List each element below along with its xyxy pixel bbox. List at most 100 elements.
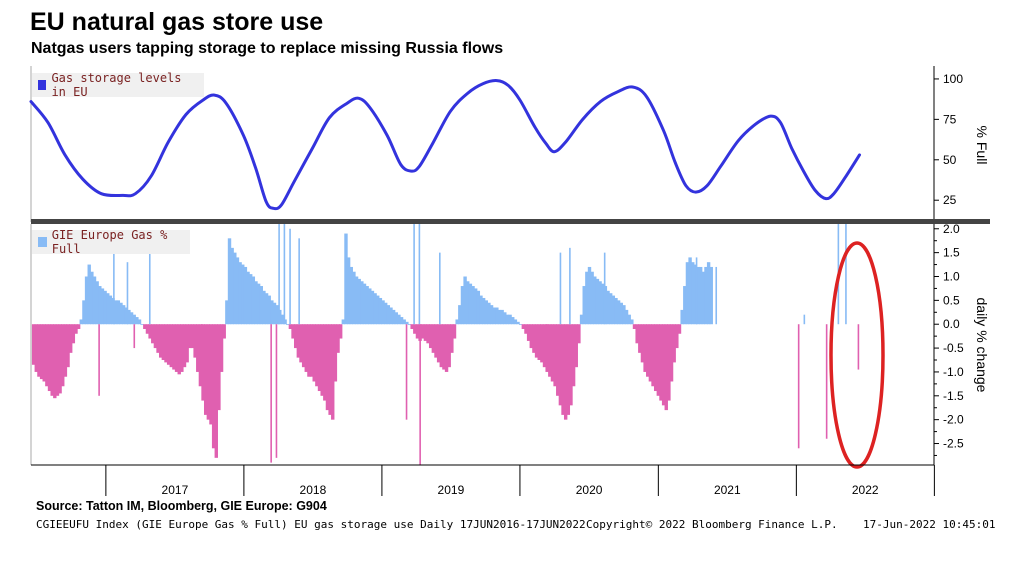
bar-spike: [419, 324, 421, 465]
bar-weekly-change: [182, 324, 187, 368]
bar-weekly-change: [87, 264, 91, 325]
bar-weekly-change: [701, 271, 706, 325]
bar-weekly-change: [614, 297, 618, 325]
bar-weekly-change: [127, 309, 131, 325]
bar-weekly-change: [571, 324, 576, 387]
bar-weekly-change: [389, 307, 393, 325]
bar-weekly-change: [267, 295, 271, 325]
bar-weekly-change: [627, 314, 631, 325]
bar-weekly-change: [103, 290, 107, 325]
bar-weekly-change: [532, 324, 536, 353]
bar-weekly-change: [164, 324, 168, 363]
bar-weekly-change: [79, 319, 83, 325]
bar-spike: [569, 247, 571, 325]
x-tick-label: 2017: [162, 483, 189, 497]
bar-weekly-change: [365, 286, 369, 325]
bar-spike: [603, 252, 606, 325]
bar-weekly-change: [158, 324, 163, 358]
bar-weekly-change: [148, 324, 152, 339]
bar-weekly-change: [169, 324, 173, 368]
bar-weekly-change: [301, 324, 306, 368]
bar-weekly-change: [174, 324, 179, 372]
bar-weekly-change: [341, 319, 346, 325]
x-tick-label: 2020: [576, 483, 603, 497]
bar-weekly-change: [611, 295, 616, 325]
bar-weekly-change: [354, 276, 359, 325]
bar-spike: [715, 266, 718, 325]
bar-weekly-change: [606, 290, 610, 325]
bar-weekly-change: [325, 324, 330, 411]
bar-weekly-change: [55, 324, 60, 396]
legend-label: GIE Europe Gas % Full: [51, 228, 168, 256]
index-description: CGIEEUFU Index (GIE Europe Gas % Full) E…: [36, 518, 586, 531]
bar-weekly-change: [656, 324, 661, 396]
bar-weekly-change: [370, 290, 375, 325]
bar-weekly-change: [421, 324, 425, 339]
bar-weekly-change: [47, 324, 52, 392]
bar-weekly-change: [180, 324, 184, 372]
bar-weekly-change: [95, 281, 99, 325]
bar-weekly-change: [248, 274, 253, 325]
bar-weekly-change: [675, 324, 679, 349]
bar-weekly-change: [74, 324, 78, 334]
bar-weekly-change: [415, 324, 420, 339]
bar-weekly-change: [630, 319, 634, 325]
bar-weekly-change: [706, 262, 711, 325]
bar-weekly-change: [624, 309, 629, 325]
bar-weekly-change: [540, 324, 544, 363]
bar-weekly-change: [423, 324, 428, 341]
bar-weekly-change: [489, 305, 494, 325]
x-tick-label: 2018: [300, 483, 327, 497]
bar-weekly-change: [58, 324, 62, 394]
bar-weekly-change: [587, 266, 592, 325]
bar-weekly-change: [579, 314, 584, 325]
chart-title: EU natural gas store use: [30, 8, 324, 36]
bar-weekly-change: [264, 293, 269, 325]
bar-weekly-change: [569, 324, 573, 406]
bar-weekly-change: [405, 321, 409, 325]
bar-weekly-change: [293, 324, 298, 349]
bar-weekly-change: [526, 324, 531, 341]
bar-weekly-change: [484, 300, 488, 325]
bar-weekly-change: [622, 305, 626, 325]
bar-weekly-change: [193, 324, 197, 358]
bar-weekly-change: [246, 271, 250, 325]
bottom-y-tick-label: -1.5: [943, 389, 964, 403]
bar-weekly-change: [473, 288, 478, 325]
bar-spike: [298, 238, 300, 325]
bar-spike: [201, 324, 203, 334]
bar-weekly-change: [677, 324, 682, 334]
bar-weekly-change: [376, 295, 380, 325]
bar-weekly-change: [166, 324, 171, 365]
legend-gie-gas-full: GIE Europe Gas % Full: [32, 228, 190, 256]
bar-weekly-change: [407, 324, 412, 326]
bar-weekly-change: [648, 324, 653, 382]
bar-weekly-change: [256, 283, 261, 325]
bar-weekly-change: [426, 324, 430, 344]
bar-weekly-change: [140, 324, 144, 326]
bar-spike: [803, 314, 806, 325]
bar-weekly-change: [42, 324, 46, 382]
bar-weekly-change: [291, 324, 295, 339]
bar-weekly-change: [360, 281, 364, 325]
bar-weekly-change: [288, 324, 293, 329]
bar-weekly-change: [513, 319, 518, 325]
bar-spike: [275, 324, 278, 458]
bar-weekly-change: [84, 276, 89, 325]
bar-weekly-change: [211, 324, 216, 449]
bar-weekly-change: [458, 305, 462, 325]
bar-spike: [418, 224, 421, 325]
bar-weekly-change: [691, 262, 695, 325]
bar-weekly-change: [214, 324, 218, 458]
bar-weekly-change: [177, 324, 181, 375]
bar-weekly-change: [402, 319, 406, 325]
bar-weekly-change: [113, 300, 118, 325]
bar-weekly-change: [315, 324, 319, 387]
bar-weekly-change: [209, 324, 213, 425]
bar-weekly-change: [238, 262, 242, 325]
bar-weekly-change: [132, 314, 136, 325]
bar-weekly-change: [137, 319, 142, 325]
bar-weekly-change: [92, 276, 97, 325]
bar-weekly-change: [529, 324, 533, 349]
